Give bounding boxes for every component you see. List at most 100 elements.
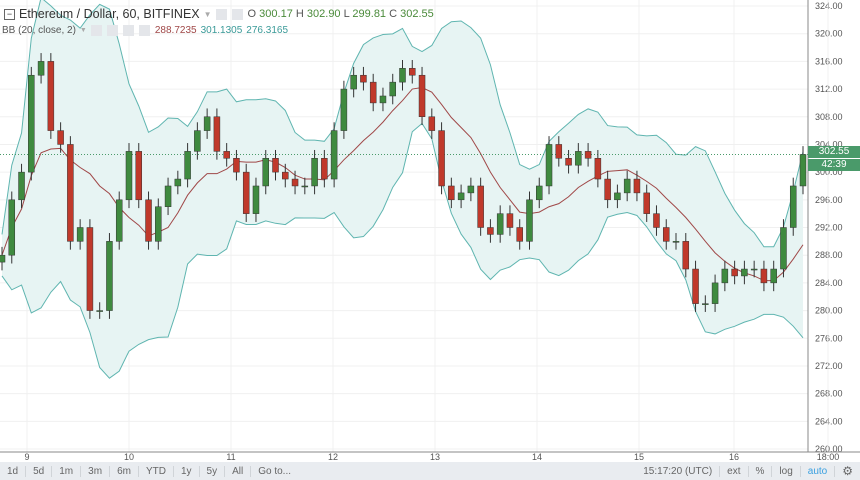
y-tick-label: 312.00: [815, 84, 843, 94]
candle-body: [575, 151, 582, 166]
candle-body: [526, 199, 533, 242]
clock: 15:17:20 (UTC): [636, 465, 721, 477]
range-6m[interactable]: 6m: [110, 465, 139, 477]
candle-body: [360, 74, 367, 83]
last-price-tag: 302.55: [808, 146, 860, 158]
candle-body: [57, 130, 64, 145]
percent-toggle[interactable]: %: [749, 465, 773, 477]
price-chart[interactable]: 260.00 264.00 268.00 272.00 276.00 280.00 284.…: [0, 0, 860, 462]
candle-body: [623, 178, 631, 194]
x-tick-label: 11: [226, 452, 235, 462]
x-tick-label: 18:00: [817, 452, 840, 462]
candle-body: [760, 268, 768, 284]
candle-body: [584, 151, 592, 159]
candle-body: [448, 185, 455, 201]
candle-body: [8, 199, 16, 256]
candle-body: [418, 74, 426, 117]
candle-body: [702, 303, 709, 305]
candle-body: [115, 199, 123, 242]
candle-body: [321, 158, 328, 180]
candle-body: [242, 171, 250, 214]
y-tick-label: 264.00: [815, 416, 843, 426]
log-toggle[interactable]: log: [772, 465, 801, 477]
y-tick-label: 276.00: [815, 333, 843, 343]
candle-body: [330, 130, 338, 180]
candle-body: [18, 171, 25, 201]
range-ytd[interactable]: YTD: [139, 465, 174, 477]
bb-upper-line: [1, 0, 804, 248]
indicator-label[interactable]: BB (20, close, 2): [2, 25, 76, 36]
symbol-title[interactable]: Ethereum / Dollar, 60, BITFINEX: [19, 7, 200, 21]
range-all[interactable]: All: [225, 465, 252, 477]
candle-body: [633, 178, 641, 194]
candle-body: [643, 192, 650, 214]
y-tick-label: 260.00: [815, 444, 843, 454]
candle-body: [438, 130, 445, 187]
candle-body: [799, 154, 807, 187]
candle-body: [496, 213, 504, 235]
range-1m[interactable]: 1m: [52, 465, 82, 477]
candle-body: [565, 158, 572, 166]
candle-body: [672, 241, 680, 243]
chevron-down-icon[interactable]: ▼: [79, 27, 87, 34]
candle-body: [731, 268, 738, 277]
candle-body: [282, 171, 289, 180]
candle-body: [262, 158, 269, 187]
candle-body: [389, 81, 396, 97]
candle-body: [184, 151, 191, 180]
candle-body: [662, 227, 670, 242]
bb-middle-value: 288.7235: [154, 25, 197, 36]
candle-body: [106, 241, 113, 311]
candle-body: [37, 61, 45, 76]
settings-gear-icon[interactable]: ⚙: [842, 464, 853, 478]
candle-body: [536, 185, 543, 201]
candle-body: [545, 144, 553, 187]
candle-body: [369, 81, 377, 104]
bottom-toolbar: 1d 5d 1m 3m 6m YTD 1y 5y All Go to... 15…: [0, 462, 860, 480]
candle-body: [194, 130, 201, 152]
add-icon[interactable]: [122, 25, 134, 36]
candle-body: [155, 206, 162, 242]
gear-icon[interactable]: [106, 25, 118, 36]
candle-body: [291, 178, 299, 187]
candle-body: [780, 227, 787, 270]
candle-body: [340, 88, 348, 131]
y-tick-label: 280.00: [815, 306, 843, 316]
x-tick-label: 10: [124, 452, 134, 462]
candle-body: [28, 74, 35, 173]
eye-icon[interactable]: [90, 25, 102, 36]
ext-toggle[interactable]: ext: [720, 465, 749, 477]
candle-body: [125, 151, 133, 201]
candle-body: [96, 310, 103, 312]
range-5y[interactable]: 5y: [200, 465, 226, 477]
candle-body: [145, 199, 152, 242]
candle-body: [750, 268, 758, 271]
chevron-down-icon[interactable]: ▼: [203, 9, 212, 19]
y-tick-label: 316.00: [815, 56, 843, 66]
eye-icon[interactable]: [215, 8, 227, 20]
x-tick-label: 12: [328, 452, 338, 462]
y-tick-label: 272.00: [815, 361, 843, 371]
symbol-header: − Ethereum / Dollar, 60, BITFINEX ▼ O 30…: [4, 7, 434, 21]
candle-body: [213, 116, 221, 152]
candle-body: [789, 185, 797, 228]
y-tick-label: 268.00: [815, 389, 843, 399]
y-tick-label: 304.00: [815, 139, 843, 149]
range-5d[interactable]: 5d: [26, 465, 53, 477]
candle-body: [653, 213, 660, 228]
close-icon[interactable]: [138, 25, 150, 36]
range-3m[interactable]: 3m: [81, 465, 111, 477]
auto-toggle[interactable]: auto: [801, 465, 836, 477]
y-tick-label: 292.00: [815, 223, 843, 233]
candle-body: [692, 268, 699, 304]
range-1d[interactable]: 1d: [0, 465, 27, 477]
candle-body: [487, 227, 494, 235]
range-1y[interactable]: 1y: [174, 465, 200, 477]
gear-icon[interactable]: [231, 8, 243, 20]
candle-body: [721, 268, 729, 284]
goto-button[interactable]: Go to...: [258, 465, 292, 477]
candle-body: [682, 241, 690, 270]
candle-body: [233, 158, 240, 173]
collapse-icon[interactable]: −: [4, 8, 15, 20]
candle-body: [0, 254, 6, 263]
